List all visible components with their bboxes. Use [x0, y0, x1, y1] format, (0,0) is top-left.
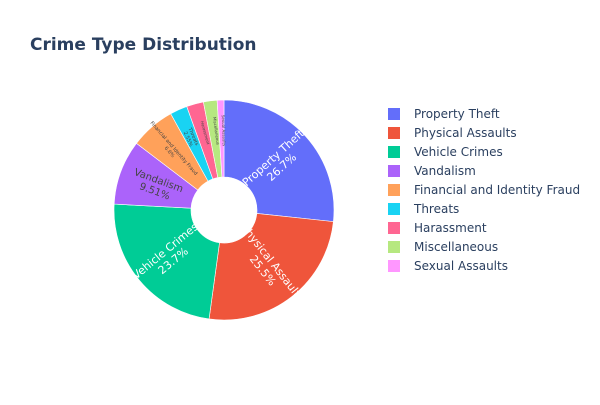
legend-swatch	[388, 127, 400, 139]
legend-label: Threats	[413, 202, 459, 216]
legend: Property Theft Physical Assaults Vehicle C…	[388, 107, 580, 273]
legend-swatch	[388, 165, 400, 177]
slice-property-theft[interactable]	[223, 99, 335, 222]
slice-label-miscellaneous: Miscellaneous	[212, 117, 220, 145]
slice-vehicle-crimes[interactable]	[113, 203, 220, 320]
legend-item-sexual-assaults[interactable]: Sexual Assaults	[388, 259, 508, 273]
slice-physical-assaults[interactable]	[208, 213, 334, 321]
chart-title: Crime Type Distribution	[30, 35, 257, 55]
legend-label: Miscellaneous	[414, 240, 498, 254]
legend-swatch	[388, 146, 400, 158]
slice-label-sexual-assaults: Sexual Assaults	[221, 115, 227, 146]
legend-item-miscellaneous[interactable]: Miscellaneous	[388, 240, 498, 254]
legend-swatch	[388, 222, 400, 234]
legend-item-physical-assaults[interactable]: Physical Assaults	[388, 126, 517, 140]
legend-item-vandalism[interactable]: Vandalism	[388, 164, 476, 178]
legend-item-vehicle-crimes[interactable]: Vehicle Crimes	[388, 145, 503, 159]
legend-item-property-theft[interactable]: Property Theft	[388, 107, 500, 121]
legend-label: Physical Assaults	[414, 126, 517, 140]
pie-slices	[113, 99, 335, 321]
legend-label: Vandalism	[414, 164, 476, 178]
legend-item-financial-and-identity-fraud[interactable]: Financial and Identity Fraud	[388, 183, 580, 197]
legend-label: Property Theft	[414, 107, 500, 121]
legend-label: Financial and Identity Fraud	[414, 183, 580, 197]
legend-swatch	[388, 260, 400, 272]
legend-label: Sexual Assaults	[414, 259, 508, 273]
legend-swatch	[388, 241, 400, 253]
slice-sexual-assaults[interactable]	[216, 99, 225, 178]
legend-item-threats[interactable]: Threats	[388, 202, 459, 216]
legend-swatch	[388, 108, 400, 120]
legend-label: Harassment	[414, 221, 487, 235]
legend-swatch	[388, 184, 400, 196]
slice-label-harassment: Harassment	[200, 120, 211, 145]
legend-swatch	[388, 203, 400, 215]
legend-label: Vehicle Crimes	[414, 145, 503, 159]
legend-item-harassment[interactable]: Harassment	[388, 221, 487, 235]
